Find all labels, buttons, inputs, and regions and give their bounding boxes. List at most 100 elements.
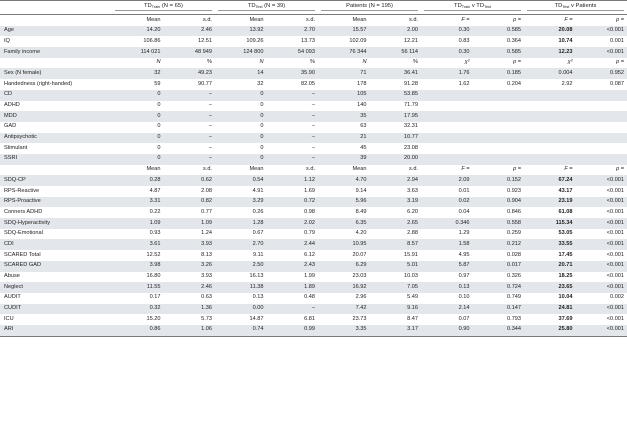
table-cell: 35	[318, 111, 370, 122]
table-cell: <0.001	[575, 47, 627, 58]
row-label: CDI	[0, 239, 112, 251]
table-cell: 16.80	[146, 273, 161, 280]
table-cell: 6.35	[318, 218, 370, 229]
row-label: SDQ-Emotional	[4, 230, 43, 237]
table-cell: 9.11	[253, 251, 264, 258]
subheader-row: Mean s.d. Mean s.d. Mean s.d. F = p = F = p =	[0, 165, 627, 176]
table-cell: 0.82	[163, 196, 215, 208]
significant-value: 23.19	[558, 198, 573, 205]
table-cell: 5.87	[421, 260, 473, 272]
table-cell: 5.73	[201, 315, 212, 322]
table-cell: 0.32	[112, 303, 164, 315]
table-cell: 14.20	[112, 25, 164, 37]
table-cell: –	[163, 153, 215, 165]
table-cell	[421, 153, 473, 165]
table-cell: 5.96	[318, 196, 370, 208]
table-cell: 1.58	[421, 239, 473, 251]
table-cell: 0.923	[507, 187, 522, 194]
table-cell: 2.09	[421, 175, 473, 186]
table-cell	[472, 153, 525, 165]
table-cell: 16.92	[318, 282, 370, 293]
table-cell: 15.91	[404, 251, 419, 258]
table-cell: 5.49	[407, 294, 419, 301]
table-cell: 20.08	[524, 25, 576, 37]
table-cell: 39	[318, 153, 370, 165]
table-cell	[575, 111, 627, 122]
table-cell: –	[163, 111, 215, 122]
table-cell	[576, 122, 627, 133]
table-cell: 2.02	[266, 218, 319, 229]
table-cell: –	[311, 123, 316, 130]
table-cell: 45	[360, 144, 367, 151]
table-cell: 0.585	[472, 47, 525, 58]
table-cell: 106.86	[143, 37, 161, 44]
table-cell: 12.52	[146, 251, 161, 258]
table-cell: 4.91	[252, 187, 264, 194]
table-cell: 1.09	[112, 218, 164, 229]
table-cell: 10.74	[524, 36, 576, 47]
subheader-cell: F =	[461, 166, 470, 173]
table-row: Conners ADHD 0.22 0.77 0.26 0.98 8.49 6.20 0.04…	[0, 207, 627, 218]
table-cell: <0.001	[575, 175, 627, 186]
table-cell: 0	[157, 123, 161, 130]
table-cell: 0.62	[163, 175, 215, 186]
group-header-row: TDTrain (N = 65) TDTest (N = 39) Patient…	[0, 0, 627, 15]
table-cell: 1.06	[163, 324, 215, 337]
table-cell: 3.31	[112, 196, 164, 208]
table-cell: 114 021	[112, 47, 164, 58]
row-label: ICU	[4, 315, 14, 322]
table-cell	[524, 122, 576, 133]
subheader-cell: p =	[616, 16, 625, 23]
subheader-cell: %	[207, 59, 212, 66]
significant-value: 20.08	[558, 27, 573, 34]
table-cell: 20.00	[369, 153, 422, 165]
table-cell: 0.83	[458, 37, 470, 44]
table-cell: 0.79	[304, 230, 316, 237]
table-cell: 0.97	[458, 273, 470, 280]
table-row: CD 0–0–105 53.85	[0, 89, 627, 101]
significant-value: 12.23	[558, 48, 573, 55]
table-row: Age 14.20 2.46 13.92 2.70 15.57 2.00 0.30 0.585 2…	[0, 25, 627, 37]
table-cell: 2.00	[369, 25, 422, 37]
table-cell: 0.30	[421, 47, 473, 58]
table-cell: <0.001	[606, 187, 625, 194]
table-row: SDQ-CP 0.28 0.62 0.54 1.12 4.70 2.94 2.09 0.152 6…	[0, 175, 627, 186]
subheader-cell: p =	[616, 166, 625, 173]
subheader-cell: Mean	[352, 166, 367, 173]
table-cell: 0.10	[458, 294, 470, 301]
table-cell: 2.65	[369, 218, 422, 229]
subheader-cell: N	[362, 59, 367, 66]
table-cell: 3.17	[369, 324, 422, 337]
subheader-cell: F =	[564, 16, 573, 23]
table-row: SSRI 0–0–39 20.00	[0, 153, 627, 165]
subheader-cell: Mean	[249, 16, 264, 23]
table-cell: 0	[112, 89, 164, 101]
table-cell	[421, 101, 473, 112]
table-cell: –	[163, 132, 215, 144]
table-cell: 0.204	[507, 80, 522, 87]
table-cell: <0.001	[606, 315, 625, 322]
table-cell: –	[266, 153, 319, 165]
subheader-cell: %	[413, 59, 419, 66]
subheader-cell: χ²	[464, 59, 470, 66]
table-cell: –	[208, 102, 212, 109]
table-cell: <0.001	[575, 218, 627, 229]
table-cell: 0.087	[610, 80, 625, 87]
table-cell: 35.90	[266, 68, 319, 80]
table-cell: 9.14	[355, 187, 367, 194]
table-cell: 0.001	[610, 37, 625, 44]
table-cell: 0	[112, 132, 164, 144]
table-cell: 2.88	[407, 230, 419, 237]
row-label: Handedness (right-handed)	[4, 80, 73, 87]
table-cell: 124 800	[215, 47, 267, 58]
table-cell: 54 093	[266, 47, 319, 58]
table-cell: 12.21	[404, 37, 419, 44]
table-cell: 14.87	[249, 315, 264, 322]
significant-value: 67.24	[558, 176, 573, 183]
subheader-cell: p =	[513, 59, 522, 66]
table-cell: 2.94	[369, 175, 422, 186]
row-label: SDQ-Hyperactivity	[0, 218, 112, 229]
table-cell: 18.25	[524, 272, 576, 283]
table-cell: <0.001	[575, 196, 627, 208]
table-cell: 2.70	[266, 25, 319, 37]
